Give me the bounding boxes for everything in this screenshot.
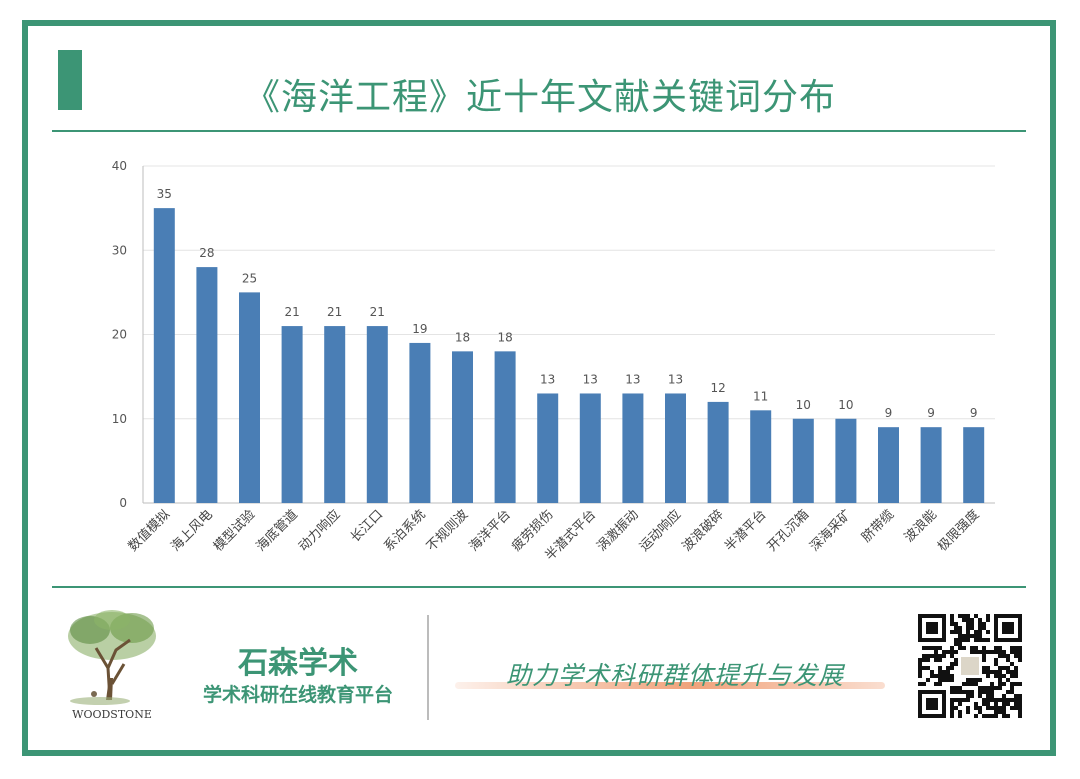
logo-wordmark: WOODSTONE xyxy=(72,708,152,721)
data-label: 25 xyxy=(242,271,257,285)
bar xyxy=(281,326,303,503)
x-tick-label: 深海采矿 xyxy=(807,507,854,554)
bar xyxy=(409,342,431,503)
x-tick-label: 极限强度 xyxy=(934,507,982,555)
brand-subtitle: 学术科研在线教育平台 xyxy=(202,684,393,706)
x-tick-label: 脐带缆 xyxy=(858,507,897,546)
data-label: 9 xyxy=(885,406,893,420)
data-label: 10 xyxy=(838,398,853,412)
data-label: 13 xyxy=(668,372,683,386)
data-label: 13 xyxy=(583,372,598,386)
bar xyxy=(366,326,388,503)
x-tick-label: 波浪能 xyxy=(902,507,940,545)
title-accent-block xyxy=(58,50,82,110)
bar xyxy=(920,427,942,503)
bar xyxy=(878,427,899,503)
page-frame xyxy=(22,20,1056,756)
x-tick-label: 模型试验 xyxy=(210,507,258,555)
data-label: 9 xyxy=(970,406,978,420)
x-tick-label: 海洋平台 xyxy=(467,507,514,554)
bar xyxy=(153,208,175,503)
data-label: 9 xyxy=(927,406,935,420)
data-label: 12 xyxy=(710,381,725,395)
bar xyxy=(196,267,218,503)
data-label: 11 xyxy=(753,389,768,403)
data-label: 18 xyxy=(497,330,512,344)
bar xyxy=(494,351,516,503)
chart-title: 《海洋工程》近十年文献关键词分布 xyxy=(243,77,836,118)
data-label: 13 xyxy=(540,372,555,386)
data-label: 21 xyxy=(370,305,385,319)
bar xyxy=(835,418,857,503)
y-tick-label: 40 xyxy=(112,159,127,173)
data-label: 13 xyxy=(625,372,640,386)
x-tick-label: 开孔沉箱 xyxy=(764,507,812,555)
bar xyxy=(792,418,814,503)
qr-code-icon[interactable] xyxy=(918,614,1022,718)
y-tick-label: 30 xyxy=(112,243,127,257)
data-label: 10 xyxy=(796,398,811,412)
bar xyxy=(579,393,601,503)
data-label: 18 xyxy=(455,330,470,344)
woodstone-logo: WOODSTONE xyxy=(60,608,164,726)
bar xyxy=(452,351,473,503)
footer-divider xyxy=(52,586,1026,588)
bar xyxy=(750,410,772,503)
bar xyxy=(239,292,260,503)
x-tick-label: 系泊系统 xyxy=(381,507,428,554)
data-label: 35 xyxy=(157,187,172,201)
footer-vertical-divider xyxy=(427,615,429,720)
x-tick-label: 不规则波 xyxy=(424,507,471,554)
bar xyxy=(963,427,985,503)
bar xyxy=(665,393,686,503)
y-tick-label: 10 xyxy=(112,412,127,426)
data-label: 21 xyxy=(327,305,342,319)
bar xyxy=(622,393,644,503)
x-tick-label: 涡激振动 xyxy=(594,507,641,554)
x-tick-label: 运动响应 xyxy=(636,507,684,555)
data-label: 21 xyxy=(284,305,299,319)
bar xyxy=(324,326,346,503)
title-divider xyxy=(52,130,1026,132)
y-tick-label: 20 xyxy=(112,328,127,342)
slogan: 助力学术科研群体提升与发展 xyxy=(505,661,844,690)
data-label: 28 xyxy=(199,246,214,260)
x-tick-label: 海底管道 xyxy=(253,507,301,555)
x-tick-label: 波浪破碎 xyxy=(680,507,727,554)
x-tick-label: 数值模拟 xyxy=(125,507,173,555)
x-tick-label: 长江口 xyxy=(348,507,386,545)
brand-name: 石森学术 xyxy=(238,646,358,681)
x-tick-label: 动力响应 xyxy=(295,507,343,555)
bar xyxy=(537,393,559,503)
tree-icon: WOODSTONE xyxy=(68,610,156,721)
bar xyxy=(707,401,729,503)
slogan-underline xyxy=(455,682,885,689)
bar-chart: 0 10 20 30 40 35 数值模拟 28 海上风电 25 模型试验 21 海底管道 21 动力响应 2… xyxy=(112,159,995,564)
data-label: 19 xyxy=(412,322,427,336)
x-tick-label: 半潜平台 xyxy=(722,507,769,554)
y-tick-label: 0 xyxy=(119,496,127,510)
x-tick-label: 海上风电 xyxy=(168,507,215,554)
